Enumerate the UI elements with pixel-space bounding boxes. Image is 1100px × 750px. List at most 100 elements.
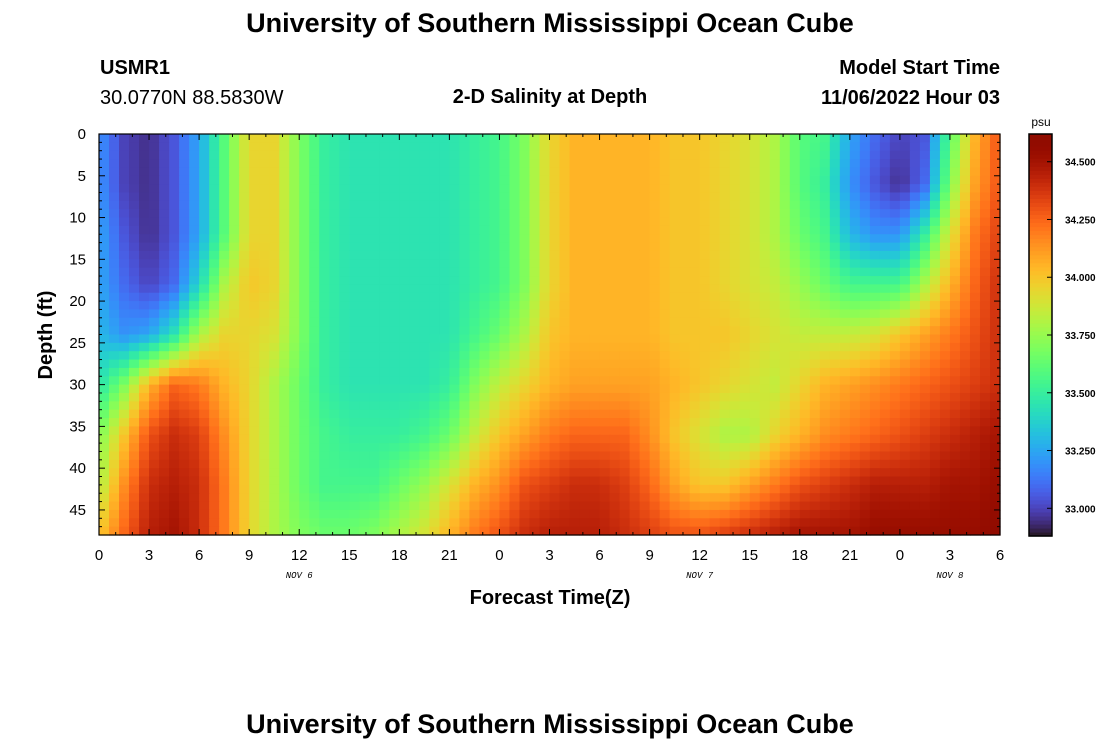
heatmap-cell	[209, 451, 220, 461]
heatmap-cell	[359, 267, 370, 277]
heatmap-cell	[489, 334, 501, 344]
heatmap-cell	[489, 317, 501, 327]
heatmap-cell	[579, 409, 591, 419]
heatmap-cell	[409, 384, 420, 394]
heatmap-cell	[829, 493, 841, 503]
heatmap-cell	[119, 192, 130, 202]
heatmap-cell	[309, 501, 320, 511]
heatmap-cell	[399, 242, 410, 252]
heatmap-cell	[119, 276, 130, 285]
heatmap-cell	[289, 175, 300, 185]
heatmap-cell	[269, 418, 280, 427]
heatmap-cell	[199, 484, 210, 494]
heatmap-cell	[389, 184, 400, 194]
heatmap-cell	[799, 334, 811, 344]
heatmap-cell	[269, 159, 280, 169]
heatmap-cell	[649, 175, 661, 185]
heatmap-cell	[569, 159, 581, 169]
heatmap-cell	[989, 518, 1001, 528]
heatmap-cell	[759, 468, 771, 478]
heatmap-cell	[689, 459, 701, 469]
heatmap-cell	[219, 384, 230, 394]
heatmap-cell	[819, 142, 831, 152]
heatmap-cell	[979, 134, 991, 143]
heatmap-cell	[719, 501, 731, 511]
heatmap-cell	[699, 167, 711, 177]
heatmap-cell	[299, 459, 310, 469]
heatmap-cell	[759, 301, 771, 311]
heatmap-cell	[419, 493, 430, 503]
heatmap-cell	[759, 234, 771, 244]
heatmap-cell	[289, 384, 300, 394]
heatmap-cell	[469, 468, 481, 478]
heatmap-cell	[449, 175, 460, 185]
heatmap-cell	[679, 451, 691, 461]
heatmap-cell	[759, 267, 771, 277]
heatmap-cell	[569, 242, 581, 252]
heatmap-cell	[629, 476, 641, 486]
heatmap-cell	[299, 476, 310, 486]
heatmap-cell	[349, 242, 360, 252]
heatmap-cell	[789, 401, 801, 411]
heatmap-cell	[899, 225, 911, 235]
heatmap-cell	[859, 167, 871, 177]
heatmap-cell	[809, 200, 821, 210]
heatmap-cell	[469, 225, 481, 235]
heatmap-cell	[479, 376, 491, 386]
heatmap-cell	[809, 334, 821, 344]
heatmap-cell	[819, 376, 831, 386]
heatmap-cell	[449, 309, 460, 319]
heatmap-cell	[749, 326, 761, 336]
heatmap-cell	[629, 434, 641, 444]
heatmap-cell	[469, 242, 481, 252]
heatmap-cell	[309, 426, 320, 436]
heatmap-cell	[399, 418, 410, 427]
heatmap-cell	[149, 250, 160, 260]
heatmap-cell	[469, 284, 481, 294]
heatmap-cell	[439, 234, 450, 244]
heatmap-cell	[299, 159, 310, 169]
heatmap-cell	[159, 518, 170, 528]
heatmap-cell	[419, 317, 430, 327]
heatmap-cell	[749, 493, 761, 503]
heatmap-cell	[949, 150, 961, 160]
heatmap-cell	[209, 184, 220, 194]
x-tick-label: 6	[595, 547, 603, 564]
heatmap-cell	[739, 518, 751, 528]
heatmap-cell	[119, 242, 130, 252]
heatmap-cell	[739, 367, 751, 377]
heatmap-cell	[919, 384, 931, 394]
heatmap-cell	[209, 225, 220, 235]
heatmap-cell	[519, 459, 531, 469]
heatmap-cell	[769, 150, 781, 160]
heatmap-cell	[319, 334, 330, 344]
heatmap-cell	[539, 367, 551, 377]
heatmap-cell	[179, 142, 190, 152]
heatmap-cell	[579, 175, 591, 185]
heatmap-cell	[419, 234, 430, 244]
heatmap-cell	[199, 367, 210, 377]
heatmap-cell	[659, 250, 671, 260]
heatmap-cell	[989, 200, 1001, 210]
heatmap-cell	[919, 150, 931, 160]
heatmap-cell	[949, 259, 961, 269]
heatmap-cell	[439, 159, 450, 169]
heatmap-cell	[279, 342, 290, 352]
heatmap-cell	[499, 301, 511, 311]
heatmap-cell	[649, 409, 661, 419]
heatmap-cell	[759, 459, 771, 469]
heatmap-cell	[959, 401, 971, 411]
heatmap-cell	[629, 292, 641, 302]
heatmap-cell	[659, 501, 671, 511]
heatmap-cell	[239, 276, 250, 285]
heatmap-cell	[229, 367, 240, 377]
heatmap-cell	[759, 392, 771, 402]
heatmap-cell	[859, 401, 871, 411]
heatmap-cell	[829, 367, 841, 377]
heatmap-cell	[959, 259, 971, 269]
heatmap-cell	[319, 426, 330, 436]
heatmap-cell	[179, 501, 190, 511]
heatmap-cell	[189, 200, 200, 210]
heatmap-cell	[159, 267, 170, 277]
heatmap-cell	[979, 484, 991, 494]
